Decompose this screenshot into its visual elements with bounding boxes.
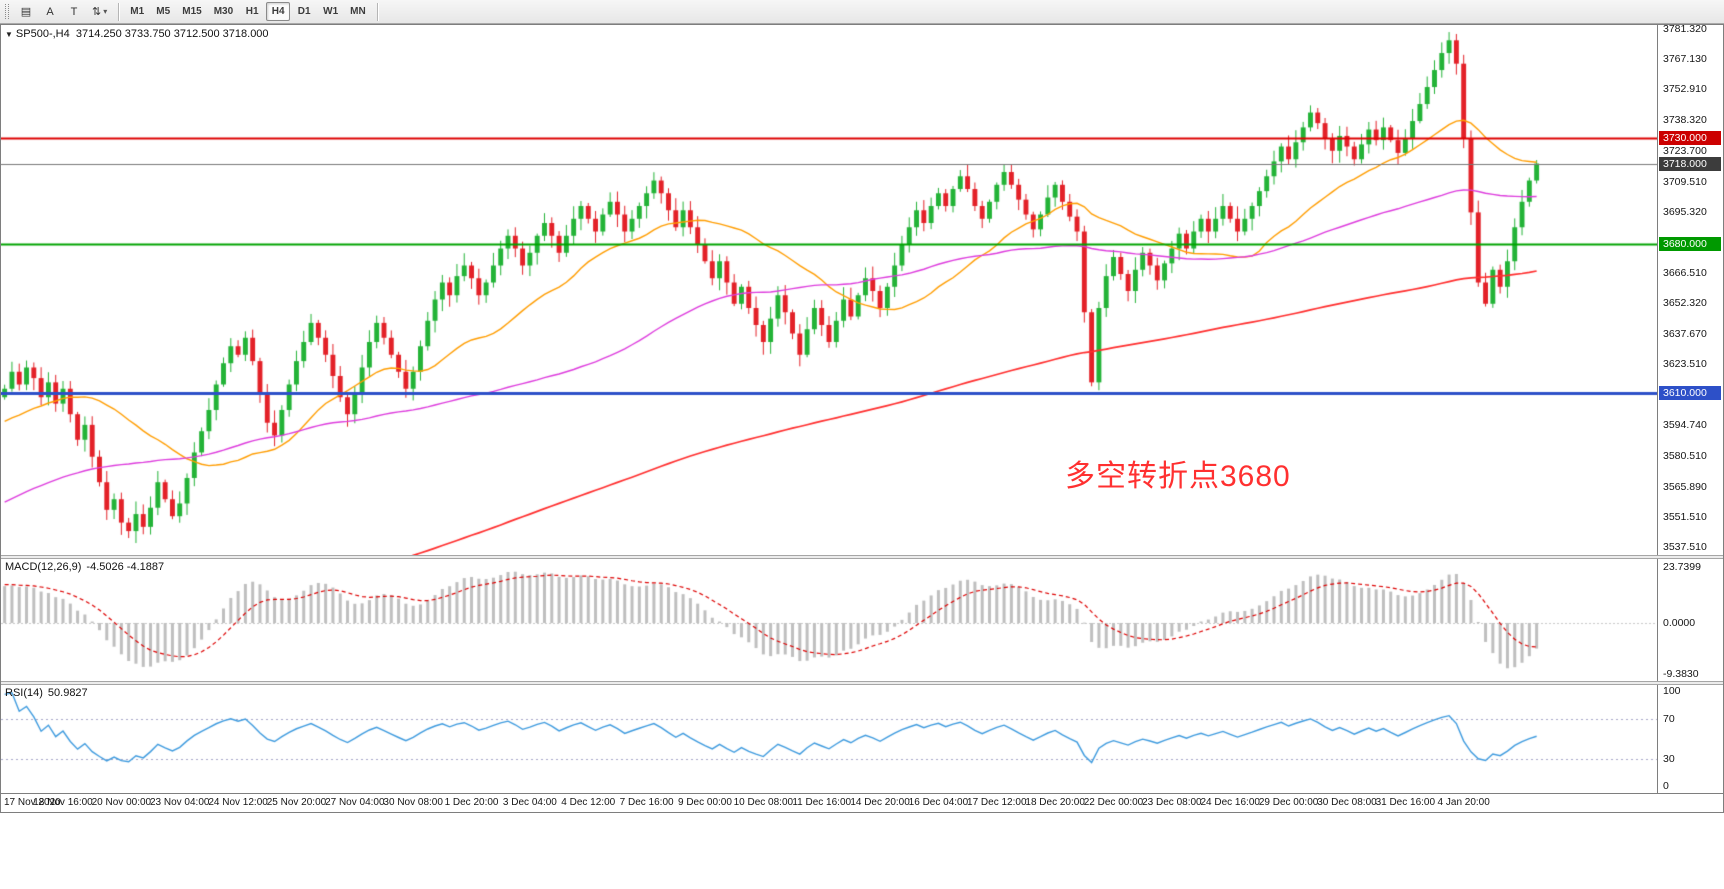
rsi-label: RSI(14) 50.9827 [5,687,88,699]
time-axis-label: 23 Dec 08:00 [1142,797,1202,808]
symbol-label: SP500-,H4 [15,28,70,40]
toolbar: ▤ A T ⇅ ▾ M1 M5 M15 M30 H1 H4 D1 W1 MN [0,0,1724,24]
symbol-info: ▼ SP500-,H4 3714.250 3733.750 3712.500 37… [5,28,269,40]
timeframe-button-m5[interactable]: M5 [156,6,171,17]
macd-pane: MACD(12,26,9) -4.5026 -4.1887 23.7399 0.00… [1,559,1723,681]
time-axis-label: 29 Dec 00:00 [1258,797,1319,808]
time-axis-label: 4 Jan 20:00 [1437,797,1490,808]
price-tick-label: 3565.890 [1663,480,1707,493]
time-axis-label: 25 Nov 20:00 [266,797,327,808]
rsi-axis: 100 70 30 0 [1657,685,1723,793]
price-tick-label: 3767.130 [1663,53,1707,66]
indicator-axis-label: -9.3830 [1663,668,1699,680]
time-axis-label: 3 Dec 04:00 [502,797,557,808]
indicator-axis-label: 30 [1663,753,1675,765]
price-badge: 3718.000 [1659,156,1721,171]
time-axis-label: 10 Dec 08:00 [733,797,794,808]
chart-annotation[interactable]: 多空转折点3680 [1065,460,1291,493]
text-label-button[interactable]: A [46,5,54,18]
macd-values: -4.5026 -4.1887 [86,561,165,573]
time-axis-label: 4 Dec 12:00 [561,797,616,808]
price-badge: 3610.000 [1659,385,1721,400]
timeframe-button-mn[interactable]: MN [350,6,366,17]
timeframe-button-m30[interactable]: M30 [213,6,234,17]
toolbar-grip[interactable] [5,4,9,19]
pane-separator[interactable] [1,681,1723,685]
toolbar-separator [376,2,378,21]
time-axis-label: 17 Dec 12:00 [967,797,1027,808]
time-axis-label: 16 Dec 04:00 [908,797,969,808]
timeframe-button-d1[interactable]: D1 [297,6,311,17]
price-tick-label: 3723.700 [1663,145,1707,158]
time-axis-label: 17 Nov 2020 [4,797,61,808]
toolbar-separator [118,2,120,21]
price-tick-label: 3594.740 [1663,419,1707,432]
timeframe-button-w1[interactable]: W1 [323,6,339,17]
dropdown-caret-icon: ▾ [103,7,108,16]
indicator-axis-label: 0.0000 [1663,617,1696,630]
rsi-value: 50.9827 [47,687,88,699]
time-axis-label: 31 Dec 16:00 [1375,797,1436,808]
time-axis-label: 24 Dec 16:00 [1200,797,1260,808]
time-axis-label: 7 Dec 16:00 [619,797,674,808]
price-axis[interactable]: 3781.320 3767.130 3752.910 3738.320 3723.700… [1657,25,1723,555]
main-chart-pane: ▼ SP500-,H4 3714.250 3733.750 3712.500 37… [1,25,1723,555]
time-axis[interactable]: 17 Nov 2020 18 Nov 16:00 20 Nov 00:00 23 No… [1,793,1723,812]
time-axis-label: 14 Dec 20:00 [850,797,910,808]
collapse-triangle-icon[interactable]: ▼ [5,30,13,39]
arrows-dropdown-button[interactable]: ⇅ ▾ [92,6,108,18]
price-tick-label: 3752.910 [1663,83,1707,96]
macd-axis: 23.7399 0.0000 -9.3830 [1657,559,1723,681]
price-tick-label: 3695.320 [1663,205,1707,218]
price-tick-label: 3580.510 [1663,449,1707,462]
price-tick-label: 3652.320 [1663,297,1707,310]
price-tick-label: 3666.510 [1663,266,1707,279]
time-axis-label: 18 Dec 20:00 [1025,797,1085,808]
time-axis-label: 18 Nov 16:00 [33,797,93,808]
indicator-axis-label: 0 [1663,780,1669,792]
pane-separator[interactable] [1,555,1723,559]
ohlc-values: 3714.250 3733.750 3712.500 3718.000 [75,28,269,40]
main-chart-canvas[interactable] [1,25,1657,555]
macd-canvas[interactable] [1,559,1657,681]
price-tick-label: 3781.320 [1663,25,1707,35]
timeframe-button-m15[interactable]: M15 [182,6,202,17]
time-axis-label: 27 Nov 04:00 [325,797,385,808]
time-axis-label: 22 Dec 00:00 [1083,797,1144,808]
time-axis-label: 9 Dec 00:00 [678,797,732,808]
time-axis-label: 24 Nov 12:00 [208,797,268,808]
price-badge: 3730.000 [1659,131,1721,146]
charts-list-icon[interactable]: ▤ [20,6,32,18]
text-cursor-button[interactable]: T [70,5,78,18]
price-tick-label: 3537.510 [1663,541,1707,553]
indicator-axis-label: 70 [1663,713,1675,725]
time-axis-label: 20 Nov 00:00 [91,797,152,808]
price-badge: 3680.000 [1659,237,1721,252]
timeframe-button-h1[interactable]: H1 [245,6,259,17]
price-tick-label: 3738.320 [1663,114,1707,127]
chart-window: ▼ SP500-,H4 3714.250 3733.750 3712.500 37… [0,24,1724,813]
price-tick-label: 3551.510 [1663,511,1707,524]
indicator-axis-label: 23.7399 [1663,561,1701,573]
time-axis-label: 11 Dec 16:00 [792,797,852,808]
timeframe-button-h4[interactable]: H4 [266,2,291,21]
time-axis-label: 23 Nov 04:00 [149,797,210,808]
time-axis-label: 30 Nov 08:00 [383,797,443,808]
macd-label: MACD(12,26,9) -4.5026 -4.1887 [5,561,165,573]
rsi-pane: RSI(14) 50.9827 100 70 30 0 [1,685,1723,793]
time-axis-label: 30 Dec 08:00 [1317,797,1377,808]
indicator-axis-label: 100 [1663,685,1681,697]
price-tick-label: 3709.510 [1663,175,1707,188]
price-tick-label: 3623.510 [1663,358,1707,371]
timeframe-button-m1[interactable]: M1 [130,6,145,17]
time-axis-label: 1 Dec 20:00 [444,797,499,808]
rsi-canvas[interactable] [1,685,1657,793]
price-tick-label: 3637.670 [1663,328,1707,341]
